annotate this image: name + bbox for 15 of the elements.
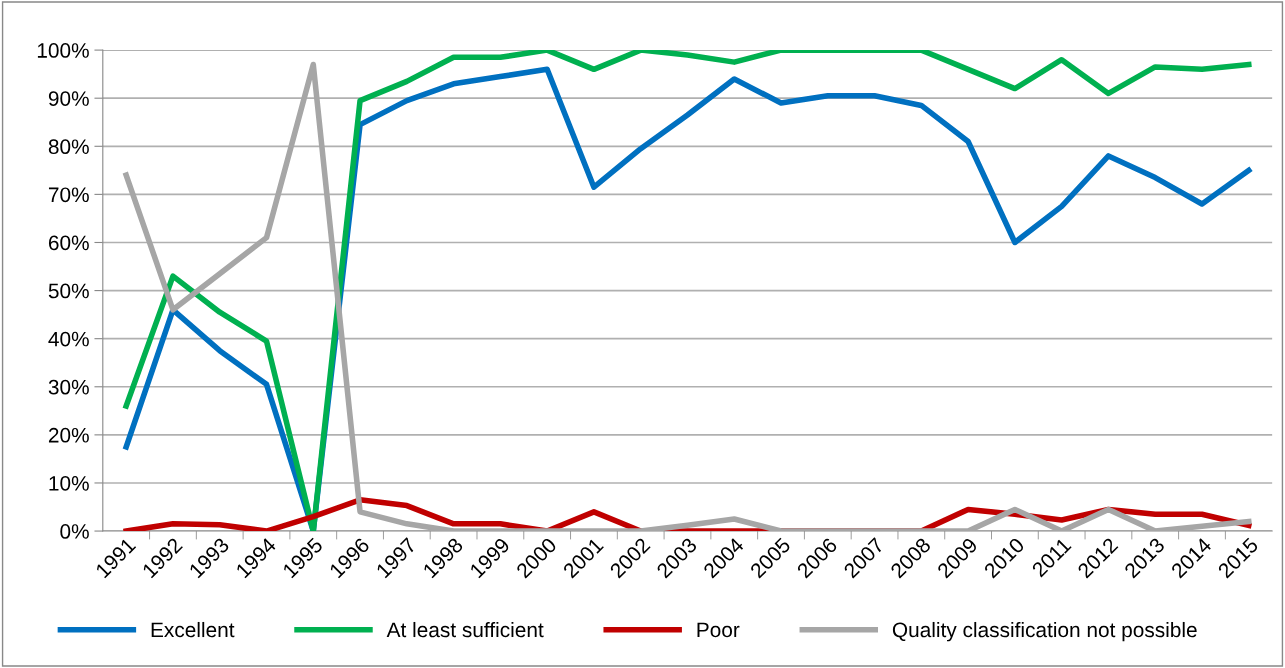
y-tick-label: 10%	[49, 475, 89, 491]
legend-label: Excellent	[151, 621, 235, 638]
legend-label: At least sufficient	[386, 621, 544, 638]
y-tick-label: 90%	[48, 91, 89, 106]
y-tick-label: 70%	[48, 187, 89, 203]
y-tick-label: 20%	[48, 427, 89, 443]
y-tick-label: 80%	[48, 139, 89, 155]
legend-label: Poor	[697, 622, 740, 638]
legend-label: Quality classification not possible	[892, 621, 1197, 642]
y-tick-label: 100%	[37, 43, 89, 58]
y-tick-label: 0%	[60, 524, 89, 539]
y-tick-label: 60%	[48, 235, 89, 251]
y-tick-label: 40%	[48, 331, 89, 347]
y-tick-label: 50%	[48, 283, 89, 299]
y-tick-label: 30%	[48, 379, 89, 395]
